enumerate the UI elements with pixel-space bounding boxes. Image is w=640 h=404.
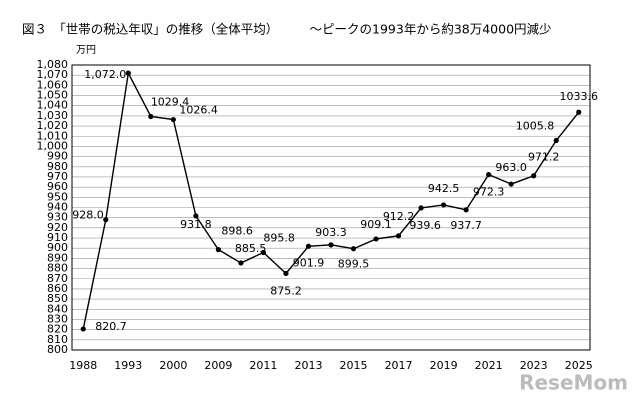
y-tick-label: 810	[47, 333, 68, 346]
point	[260, 249, 267, 256]
point	[215, 247, 221, 253]
data-label: 1005.8	[516, 120, 555, 133]
data-label: 1033.6	[559, 90, 598, 103]
y-tick-label: 930	[47, 211, 68, 224]
y-tick-label: 1,040	[37, 99, 69, 112]
data-label: 909.1	[360, 218, 392, 231]
data-label: 898.6	[221, 225, 253, 238]
y-tick-label: 850	[47, 292, 68, 305]
data-label: 931.8	[180, 218, 212, 231]
y-tick-label: 800	[47, 343, 68, 356]
x-tick-label: 2021	[475, 359, 503, 372]
data-label: 972.3	[473, 186, 505, 199]
y-tick-label: 820	[47, 323, 68, 336]
watermark: ReseMom	[519, 371, 628, 395]
plot-frame	[71, 64, 591, 351]
y-tick-label: 840	[47, 302, 68, 315]
point	[350, 246, 357, 252]
data-label: 912.2	[383, 210, 415, 223]
point	[193, 213, 199, 219]
point	[283, 270, 289, 277]
y-tick-label: 870	[47, 272, 68, 285]
y-tick-label: 1,060	[37, 78, 69, 91]
y-tick-label: 900	[47, 241, 68, 254]
y-tick-label: 1,050	[37, 89, 69, 102]
x-tick-label: 2015	[340, 359, 368, 372]
y-tick-label: 1,010	[37, 129, 69, 142]
data-label: 971.2	[528, 151, 560, 164]
x-tick-label: 2013	[294, 359, 322, 372]
y-tick-label: 970	[47, 170, 68, 183]
data-label: 942.5	[428, 182, 460, 195]
y-tick-label: 860	[47, 282, 68, 295]
y-tick-label: 910	[47, 231, 68, 244]
data-label: 1026.4	[179, 104, 218, 117]
data-label: 875.2	[270, 284, 302, 297]
point	[395, 233, 402, 239]
y-unit: 万円	[76, 45, 96, 56]
y-tick-label: 1,000	[37, 139, 69, 152]
y-tick-label: 880	[47, 262, 68, 275]
y-tick-label: 890	[47, 251, 68, 264]
point	[305, 243, 312, 249]
y-tick-label: 950	[47, 190, 68, 203]
point	[418, 205, 424, 211]
y-tick-label: 920	[47, 221, 68, 234]
data-label: 963.0	[495, 161, 527, 174]
data-label: 1029.4	[151, 96, 190, 109]
y-tick-label: 960	[47, 180, 68, 193]
point	[486, 172, 492, 178]
data-label: 820.7	[95, 320, 127, 333]
data-label: 885.5	[235, 242, 266, 255]
data-label: 937.7	[450, 219, 482, 232]
point	[553, 137, 559, 144]
x-tick-label: 2019	[430, 359, 458, 372]
data-label: 901.9	[293, 256, 325, 269]
point	[148, 113, 154, 120]
chart-title: 図３ 「世帯の税込年収」の推移（全体平均） ～ピークの1993年から約38万40…	[22, 22, 552, 37]
y-tick-label: 990	[47, 150, 68, 163]
point	[103, 217, 109, 223]
y-tick-label: 940	[47, 201, 68, 214]
data-label: 895.8	[263, 231, 295, 244]
x-tick-label: 2000	[159, 359, 187, 372]
x-tick-label: 1988	[69, 359, 97, 372]
data-label: 899.5	[338, 258, 370, 271]
data-label: 903.3	[315, 226, 347, 239]
point	[170, 116, 176, 123]
point	[441, 202, 447, 208]
data-label: 928.0	[72, 209, 104, 222]
point	[508, 181, 514, 187]
x-tick-label: 2023	[520, 359, 548, 372]
y-tick-label: 1,030	[37, 109, 69, 122]
point	[373, 236, 379, 242]
x-tick-label: 1993	[114, 359, 142, 372]
point	[238, 260, 244, 266]
y-tick-label: 980	[47, 160, 68, 173]
data-label: 939.6	[409, 219, 441, 232]
point	[125, 70, 131, 76]
data-label: 1,072.0	[84, 68, 126, 81]
point	[80, 326, 86, 332]
x-tick-label: 2009	[204, 359, 232, 372]
x-tick-label: 2017	[385, 359, 413, 372]
point	[576, 109, 582, 115]
y-tick-label: 1,020	[37, 119, 69, 132]
x-tick-label: 2025	[565, 359, 593, 372]
y-tick-label: 830	[47, 312, 68, 325]
x-tick-label: 2011	[249, 359, 277, 372]
point	[463, 207, 469, 213]
y-tick-label: 1,070	[37, 68, 69, 81]
point	[328, 242, 334, 248]
y-tick-label: 1,080	[37, 58, 69, 71]
point	[531, 173, 537, 179]
